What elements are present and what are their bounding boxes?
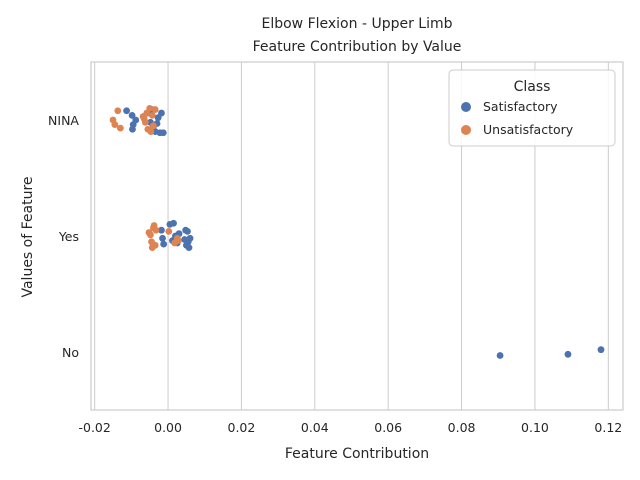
data-point-satisfactory <box>128 111 136 119</box>
data-point-unsatisfactory <box>152 226 160 234</box>
data-point-satisfactory <box>158 226 165 234</box>
data-point-satisfactory <box>158 109 165 117</box>
data-point-unsatisfactory <box>141 118 149 126</box>
legend-marker-satisfactory <box>461 102 471 112</box>
data-points <box>109 105 605 359</box>
legend: Class Satisfactory Unsatisfactory <box>448 69 616 147</box>
chart-subtitle: Feature Contribution by Value <box>253 39 462 55</box>
data-point-satisfactory <box>123 107 130 115</box>
data-point-unsatisfactory <box>114 107 122 115</box>
data-point-unsatisfactory <box>111 121 119 129</box>
legend-label-unsatisfactory: Unsatisfactory <box>483 122 574 137</box>
x-tick-label: 0.00 <box>154 420 182 435</box>
y-tick-label: NINA <box>48 113 79 128</box>
data-point-unsatisfactory <box>165 227 173 235</box>
data-point-satisfactory <box>186 234 194 242</box>
x-axis-label: Feature Contribution <box>285 446 429 462</box>
plot-frame <box>90 61 624 411</box>
data-point-unsatisfactory <box>151 106 159 113</box>
data-point-unsatisfactory <box>147 128 155 136</box>
data-point-satisfactory <box>170 219 177 227</box>
data-point-satisfactory <box>185 244 193 252</box>
data-point-unsatisfactory <box>151 241 159 249</box>
data-point-unsatisfactory <box>174 237 182 245</box>
x-tick-label: 0.12 <box>594 420 622 435</box>
data-point-satisfactory <box>184 227 191 235</box>
data-point-satisfactory <box>159 129 167 137</box>
data-point-satisfactory <box>129 125 136 133</box>
legend-title: Class <box>514 79 551 95</box>
x-tick-label: 0.10 <box>521 420 549 435</box>
y-tick-label: Yes <box>58 229 79 244</box>
y-tick-label: No <box>62 345 79 360</box>
chart-title: Elbow Flexion - Upper Limb <box>261 16 452 32</box>
data-point-satisfactory <box>160 240 168 248</box>
x-tick-label: 0.08 <box>448 420 476 435</box>
x-tick-label: 0.06 <box>374 420 402 435</box>
x-tick-label: 0.02 <box>228 420 256 435</box>
data-point-satisfactory <box>132 116 140 124</box>
x-tick-label: -0.02 <box>78 420 110 435</box>
legend-marker-unsatisfactory <box>461 125 471 135</box>
x-tick-label: 0.04 <box>301 420 329 435</box>
legend-box <box>448 69 616 147</box>
data-point-unsatisfactory <box>147 231 154 239</box>
data-point-unsatisfactory <box>148 111 156 119</box>
data-point-unsatisfactory <box>146 105 154 112</box>
data-point-unsatisfactory <box>149 122 157 130</box>
data-point-satisfactory <box>159 234 166 242</box>
data-point-satisfactory <box>496 352 504 359</box>
y-tick-labels: NINA Yes No <box>48 113 79 360</box>
data-point-unsatisfactory <box>116 124 124 132</box>
y-axis-label: Values of Feature <box>20 176 36 297</box>
data-point-satisfactory <box>597 346 605 354</box>
data-point-satisfactory <box>564 350 572 358</box>
x-tick-labels: -0.02 0.00 0.02 0.04 0.06 0.08 0.10 0.12 <box>78 420 622 435</box>
legend-label-satisfactory: Satisfactory <box>483 99 558 114</box>
